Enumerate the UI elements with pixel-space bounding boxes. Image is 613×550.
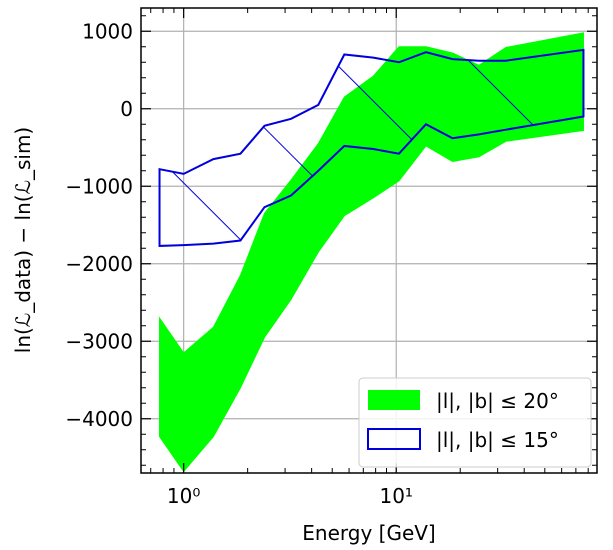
legend: |l|, |b| ≤ 20° |l|, |b| ≤ 15° (358, 377, 592, 468)
x-axis-label: Energy [GeV] (302, 521, 435, 545)
axis-ticks (141, 8, 597, 473)
legend-label-series-2: |l|, |b| ≤ 15° (436, 428, 559, 452)
y-tick-label: 1000 (82, 19, 133, 43)
y-tick-label: −3000 (65, 329, 133, 353)
series-layer (158, 32, 585, 473)
y-tick-label: −1000 (65, 174, 133, 198)
y-tick-label: −2000 (65, 252, 133, 276)
plot-frame (140, 7, 598, 474)
series-band-15deg (158, 48, 585, 247)
legend-swatch-hatched (367, 428, 421, 450)
y-tick-labels: 1000 0 −1000 −2000 −3000 −4000 (65, 19, 133, 431)
y-axis-label: ln(ℒ_data) − ln(ℒ_sim) (11, 127, 35, 353)
x-tick-labels: 10⁰ 10¹ (167, 484, 413, 508)
y-tick-label: −4000 (65, 407, 133, 431)
legend-label-series-1: |l|, |b| ≤ 20° (436, 389, 559, 413)
y-tick-label: 0 (120, 97, 133, 121)
x-tick-label: 10¹ (379, 484, 412, 508)
legend-swatch-filled (368, 390, 420, 410)
x-tick-label: 10⁰ (167, 484, 200, 508)
